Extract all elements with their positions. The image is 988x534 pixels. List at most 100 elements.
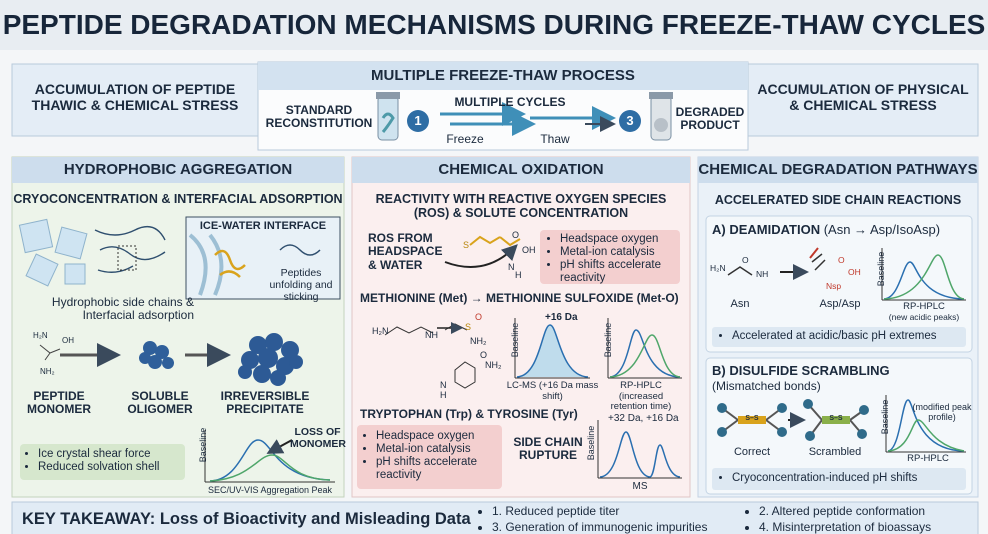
stage: SOLUBLE OLIGOMER bbox=[127, 389, 193, 417]
shift: +16 Da bbox=[545, 312, 578, 323]
atom: H bbox=[440, 390, 447, 400]
atom: S bbox=[463, 240, 470, 250]
atom: N bbox=[508, 262, 515, 272]
decoration bbox=[266, 439, 293, 454]
panel-title: CHEMICAL OXIDATION bbox=[438, 161, 604, 178]
decoration bbox=[238, 333, 303, 386]
title: PEPTIDE DEGRADATION MECHANISMS DURING FR… bbox=[2, 9, 986, 40]
decoration bbox=[649, 92, 673, 99]
note: (modified peak profile) bbox=[912, 402, 972, 423]
pathway-detail: (Mismatched bonds) bbox=[712, 379, 821, 393]
decoration bbox=[777, 427, 787, 437]
decoration bbox=[377, 95, 399, 141]
caption: RP-HPLC bbox=[903, 301, 945, 312]
decoration bbox=[619, 110, 641, 132]
atom: OH bbox=[848, 267, 861, 277]
decoration bbox=[444, 244, 518, 268]
decoration bbox=[12, 157, 344, 183]
molecule-label: Scrambled bbox=[808, 446, 862, 458]
atom: Nsp bbox=[826, 281, 842, 291]
decoration bbox=[747, 63, 979, 137]
decoration bbox=[654, 118, 668, 132]
bullet: Headspace oxygen bbox=[560, 233, 690, 246]
decoration bbox=[712, 468, 966, 490]
atom: OH bbox=[522, 245, 536, 255]
freeze: Freeze bbox=[446, 132, 484, 146]
decoration bbox=[609, 329, 681, 378]
decoration bbox=[376, 92, 400, 99]
note: Peptides unfolding and sticking bbox=[269, 267, 333, 303]
caption: RP-HPLC bbox=[907, 453, 949, 464]
bullet: Cryoconcentration-induced pH shifts bbox=[732, 472, 917, 485]
stress-right: ACCUMULATION OF PHYSICAL & CHEMICAL STRE… bbox=[757, 81, 969, 113]
bullet: pH shifts accelerate reactivity bbox=[560, 259, 690, 285]
y-label: Baseline bbox=[603, 322, 614, 358]
decoration bbox=[281, 341, 299, 359]
decoration bbox=[516, 324, 589, 378]
decoration bbox=[883, 254, 965, 300]
decoration bbox=[883, 261, 965, 300]
decoration bbox=[540, 230, 680, 284]
reaction: METHIONINE (Met) → METHIONINE SULFOXIDE … bbox=[360, 291, 679, 305]
decoration bbox=[803, 399, 813, 409]
atom: S bbox=[465, 322, 472, 332]
decoration bbox=[185, 216, 341, 300]
atom: NH₂ bbox=[485, 360, 502, 370]
decoration bbox=[25, 253, 59, 287]
bullet: Metal-ion catalysis bbox=[376, 443, 511, 456]
reaction: TRYPTOPHAN (Trp) & TYROSINE (Tyr) bbox=[360, 407, 578, 421]
decoration bbox=[352, 157, 690, 183]
pathway-title: B) DISULFIDE SCRAMBLING bbox=[712, 363, 890, 378]
decoration bbox=[117, 245, 137, 271]
atom: N bbox=[440, 380, 447, 390]
panel-subtitle: ACCELERATED SIDE CHAIN REACTIONS bbox=[714, 193, 962, 207]
bullet: Reduced solvation shell bbox=[38, 461, 159, 474]
bullets: Cryoconcentration-induced pH shifts bbox=[718, 472, 917, 485]
atom: H bbox=[515, 270, 522, 280]
decoration bbox=[279, 244, 321, 256]
decoration bbox=[717, 427, 727, 437]
decoration bbox=[253, 365, 271, 383]
atom: H₂N bbox=[33, 331, 48, 340]
decoration bbox=[11, 156, 345, 498]
panel-subtitle: REACTIVITY WITH REACTIVE OXYGEN SPECIES … bbox=[375, 192, 667, 220]
process-end: DEGRADED PRODUCT bbox=[675, 105, 745, 133]
decoration bbox=[270, 370, 286, 386]
atom: NH₂ bbox=[470, 336, 487, 346]
y-label: Baseline bbox=[198, 427, 209, 463]
atom: NH bbox=[425, 330, 438, 340]
bullet: pH shifts accelerate reactivity bbox=[376, 456, 511, 482]
decoration bbox=[859, 405, 869, 415]
decoration bbox=[94, 226, 166, 273]
caption: MS bbox=[632, 481, 648, 492]
decoration bbox=[857, 429, 867, 439]
decoration bbox=[18, 218, 54, 254]
stress-left: ACCUMULATION OF PEPTIDE THAWIC & CHEMICA… bbox=[31, 81, 239, 113]
caption: RP-HPLC (increased retention time) bbox=[610, 380, 672, 413]
stage: PEPTIDE MONOMER bbox=[27, 389, 91, 417]
rupture: SIDE CHAIN RUPTURE bbox=[513, 435, 583, 463]
decoration bbox=[20, 444, 185, 480]
atom: NH₂ bbox=[40, 367, 55, 376]
decoration bbox=[712, 327, 966, 347]
decoration bbox=[698, 157, 978, 183]
atom: O bbox=[475, 312, 483, 322]
panel-title: CHEMICAL DEGRADATION PATHWAYS bbox=[698, 161, 978, 178]
decoration bbox=[381, 112, 395, 133]
panel-title: HYDROPHOBIC AGGREGATION bbox=[63, 161, 293, 178]
process-start: STANDARD RECONSTITUTION bbox=[265, 103, 373, 131]
pathway-name: A) DEAMIDATION bbox=[712, 222, 821, 237]
atom: O bbox=[480, 350, 488, 360]
step-number: 3 bbox=[626, 113, 634, 128]
atom: H₂N bbox=[372, 326, 389, 336]
ros: ROS FROM HEADSPACE & WATER bbox=[368, 231, 443, 272]
decoration bbox=[727, 253, 826, 276]
bullets: Ice crystal shear force Reduced solvatio… bbox=[24, 448, 159, 474]
step-number: 1 bbox=[414, 113, 422, 128]
takeaway-list: 1. Reduced peptide titer 3. Generation o… bbox=[478, 503, 707, 534]
takeaway-list: 2. Altered peptide conformation 4. Misin… bbox=[745, 503, 931, 534]
decoration bbox=[469, 235, 521, 247]
caption: LC-MS (+16 Da mass shift) bbox=[506, 380, 599, 402]
note: Hydrophobic side chains & Interfacial ad… bbox=[51, 295, 194, 323]
